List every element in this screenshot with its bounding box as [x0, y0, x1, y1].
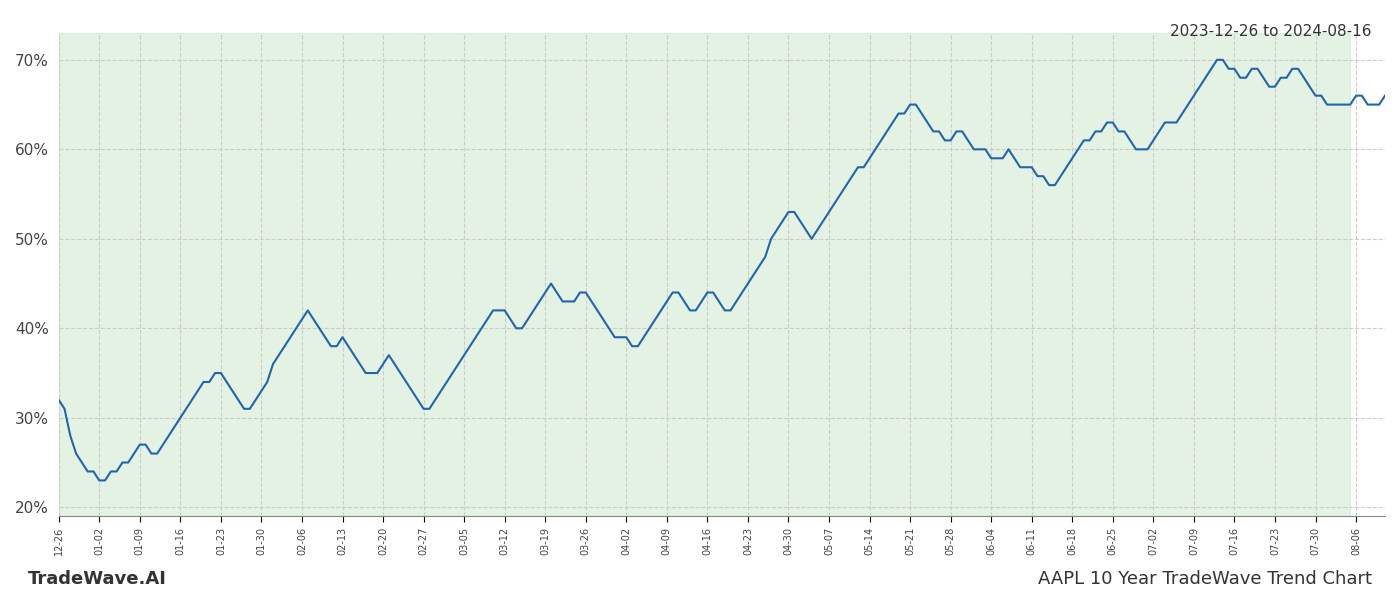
Text: AAPL 10 Year TradeWave Trend Chart: AAPL 10 Year TradeWave Trend Chart [1037, 570, 1372, 588]
Text: TradeWave.AI: TradeWave.AI [28, 570, 167, 588]
Bar [59, 33, 1350, 516]
Text: 2023-12-26 to 2024-08-16: 2023-12-26 to 2024-08-16 [1170, 24, 1372, 39]
